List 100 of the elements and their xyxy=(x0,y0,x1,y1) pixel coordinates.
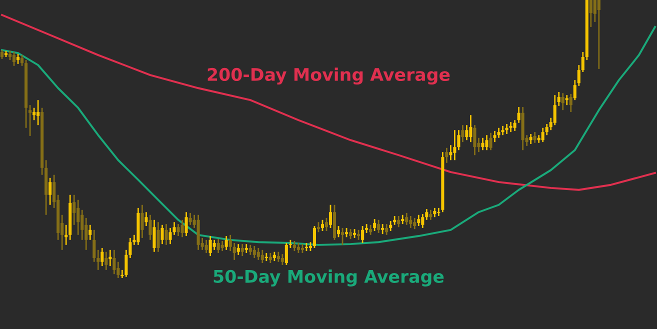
candlestick xyxy=(20,54,24,67)
candlestick xyxy=(324,217,328,232)
candlestick xyxy=(373,218,376,232)
candlestick xyxy=(100,247,104,267)
candlestick xyxy=(445,147,448,164)
candlestick xyxy=(104,251,108,271)
candlestick xyxy=(361,225,364,244)
candlestick xyxy=(220,240,224,252)
candlestick xyxy=(180,219,184,238)
candlestick xyxy=(409,215,412,229)
candlestick xyxy=(461,124,464,143)
candlestick xyxy=(256,247,260,261)
candlestick xyxy=(489,132,492,151)
candlestick xyxy=(336,225,340,238)
candlestick xyxy=(32,107,36,121)
candlestick xyxy=(497,127,500,139)
candlestick xyxy=(16,53,20,65)
candlestick xyxy=(272,251,276,262)
candlestick xyxy=(341,227,344,246)
candlestick xyxy=(349,228,352,240)
candlestick xyxy=(401,214,404,225)
candlestick xyxy=(377,219,380,234)
candlestick xyxy=(469,114,472,143)
candlestick xyxy=(357,229,360,241)
candlestick xyxy=(397,215,400,228)
candlestick xyxy=(232,242,236,261)
candlestick xyxy=(72,194,76,226)
candlestick xyxy=(36,99,40,126)
candlestick xyxy=(505,123,508,135)
candlestick xyxy=(148,214,152,241)
candlestick xyxy=(513,119,516,132)
candlestick xyxy=(8,50,12,61)
candlestick xyxy=(140,204,144,239)
candlestick xyxy=(252,245,256,259)
candlestick xyxy=(345,227,348,238)
candlestick xyxy=(276,251,280,263)
candlestick xyxy=(144,211,148,227)
candlestick xyxy=(28,104,32,137)
candlestick xyxy=(292,240,296,252)
candlestick xyxy=(176,223,180,237)
candlestick xyxy=(12,51,16,67)
candlestick xyxy=(465,124,468,141)
candlestick xyxy=(156,221,160,253)
candlestick xyxy=(240,243,244,257)
candlestick xyxy=(248,244,252,256)
candlestick xyxy=(76,199,80,236)
candlestick xyxy=(204,239,208,254)
candlestick xyxy=(316,221,320,233)
candlestick xyxy=(280,253,284,266)
candlestick xyxy=(381,223,384,235)
candlestick xyxy=(152,219,156,253)
candlestick xyxy=(481,137,484,151)
candlestick xyxy=(208,235,212,257)
candlestick xyxy=(260,249,264,264)
candlestick xyxy=(405,212,408,226)
candlestick xyxy=(533,131,536,144)
candlestick xyxy=(509,121,512,133)
candlestick xyxy=(160,224,164,245)
candlestick xyxy=(268,252,272,264)
candlestick xyxy=(320,219,324,232)
candlestick xyxy=(541,127,544,143)
candlestick xyxy=(296,242,300,254)
candlestick xyxy=(92,229,96,263)
candlestick xyxy=(453,129,456,161)
candlestick xyxy=(569,93,572,113)
candlestick xyxy=(216,238,220,254)
candlestick xyxy=(433,207,436,218)
candlestick xyxy=(224,235,228,251)
candlestick xyxy=(417,214,420,227)
candlestick xyxy=(501,125,504,136)
candlestick xyxy=(429,209,432,221)
candlestick xyxy=(553,94,556,126)
candlestick xyxy=(589,0,592,28)
candlestick xyxy=(421,213,424,229)
candlestick xyxy=(529,133,532,145)
candlestick xyxy=(48,177,52,206)
candlestick xyxy=(188,212,192,226)
candlestick xyxy=(485,134,488,151)
candlestick xyxy=(184,211,188,237)
candlestick xyxy=(449,144,452,161)
candlestick xyxy=(236,243,240,256)
candlestick xyxy=(385,223,388,236)
series-label: 200-Day Moving Average xyxy=(208,68,450,85)
candlestick xyxy=(565,94,568,106)
series-label: 50-Day Moving Average xyxy=(214,270,444,286)
candlestick xyxy=(328,204,332,229)
candlestick xyxy=(284,242,288,266)
candlestick xyxy=(473,124,476,156)
candlestick xyxy=(413,217,416,230)
candlestick xyxy=(389,220,392,232)
candlestick xyxy=(312,225,316,249)
candlestick xyxy=(88,224,92,241)
candlestick xyxy=(517,106,520,124)
candlestick xyxy=(164,223,168,246)
candlestick xyxy=(597,0,600,70)
candlestick xyxy=(369,224,372,236)
candlestick xyxy=(561,92,564,111)
candlestick xyxy=(493,130,496,143)
candlestick xyxy=(212,239,216,251)
candlestick xyxy=(112,249,116,275)
